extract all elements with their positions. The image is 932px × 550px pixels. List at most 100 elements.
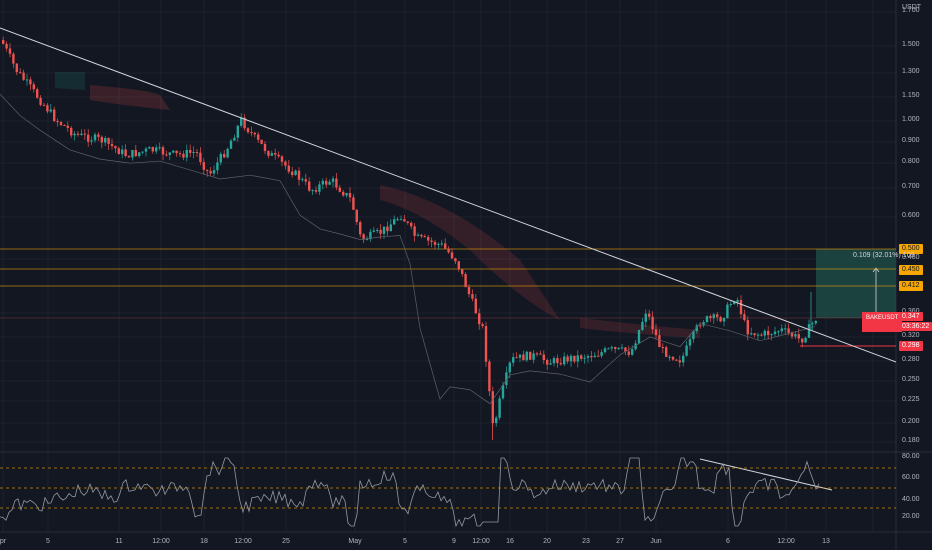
candle-body [236,125,239,138]
candle-body [505,372,508,386]
candle-body [535,353,539,355]
candle-body [386,226,389,232]
candle-body [90,140,93,142]
candle-body [19,72,22,74]
candle-body [637,330,641,344]
candle-body [243,117,246,129]
candle-body [355,209,358,223]
candle-body [280,156,284,162]
candle-body [430,240,433,242]
time-tick-label: 6 [726,538,730,545]
price-tick-label: 1.500 [902,41,920,48]
candle-body [457,261,460,270]
candle-body [287,165,290,172]
candle-body [49,109,52,112]
candle-body [331,178,335,182]
candle-body [148,147,151,149]
candle-body [311,190,314,192]
candle-body [393,219,396,225]
cloud-red [380,185,560,320]
candle-body [233,137,236,141]
price-tick-label: 0.700 [902,183,920,190]
price-tick-label: 0.180 [902,437,920,444]
candle-body [304,179,307,182]
candle-body [518,354,522,358]
candle-body [464,274,467,288]
time-tick-label: May [348,538,362,545]
candle-body [12,53,15,64]
candle-body [631,349,634,355]
time-tick-label: 23 [582,538,590,545]
candle-body [495,417,498,424]
candle-body [83,133,86,135]
rsi-tick-label: 80.00 [902,453,920,460]
candle-body [705,316,709,323]
candle-body [403,219,406,222]
candle-body [773,331,777,335]
candle-body [733,301,736,304]
candle-body [110,143,114,147]
candle-body [53,109,56,121]
time-tick-label: Jun [650,538,662,545]
candle-body [29,79,32,85]
candle-body [321,180,324,185]
rsi-trendline [699,458,833,491]
candle-body [66,125,69,128]
candle-body [709,316,712,319]
price-tick-label: 0.360 [902,308,920,315]
candle-body [811,323,814,325]
time-tick-label: 18 [200,538,208,545]
candle-body [525,351,528,361]
time-tick-label: 16 [506,538,514,545]
candle-body [583,357,586,359]
candle-body [114,146,117,149]
ichimoku-cloud [55,72,700,338]
candle-body [512,357,515,363]
candle-body [107,137,110,144]
quote-currency-label: USDT [902,4,922,11]
candle-body [365,239,369,241]
candle-body [515,357,518,359]
cloud-red [580,318,700,338]
candle-body [427,236,430,241]
candle-body [498,398,501,418]
candle-body [423,236,426,238]
candle-body [671,356,675,360]
time-tick-label: 11 [115,538,123,545]
measure-label: 0.109 (32.01%) 109 [853,252,915,259]
candle-body [658,335,661,348]
candle-body [807,324,811,338]
price-tick-label: 1.150 [902,92,920,99]
price-tick-label: 0.320 [902,332,920,339]
rsi-pane [0,457,896,528]
trendlines [0,27,897,491]
candle-body [206,169,209,171]
target-412-tag: 0.412 [899,281,923,291]
candle-body [804,337,807,343]
candle-body [301,179,304,181]
candle-body [600,352,603,356]
candle-body [597,355,600,357]
candle-body [399,219,403,221]
candle-body [270,152,273,156]
candle-body [100,136,103,143]
candle-body [240,117,243,126]
candle-body [603,348,607,353]
price-tick-label: 0.200 [902,418,920,425]
candle-body [253,132,256,135]
candle-body [389,224,392,232]
candle-body [161,147,165,155]
candle-body [617,347,620,349]
time-tick-label: 9 [452,538,456,545]
candle-body [750,333,753,335]
candle-body [219,153,222,163]
candle-body [566,356,569,362]
candle-body [440,243,443,245]
candle-body [192,152,195,154]
candle-body [151,147,154,152]
candle-body [563,356,566,365]
current-price-badge [862,312,902,332]
candle-body [294,170,297,176]
candle-body [376,229,379,231]
